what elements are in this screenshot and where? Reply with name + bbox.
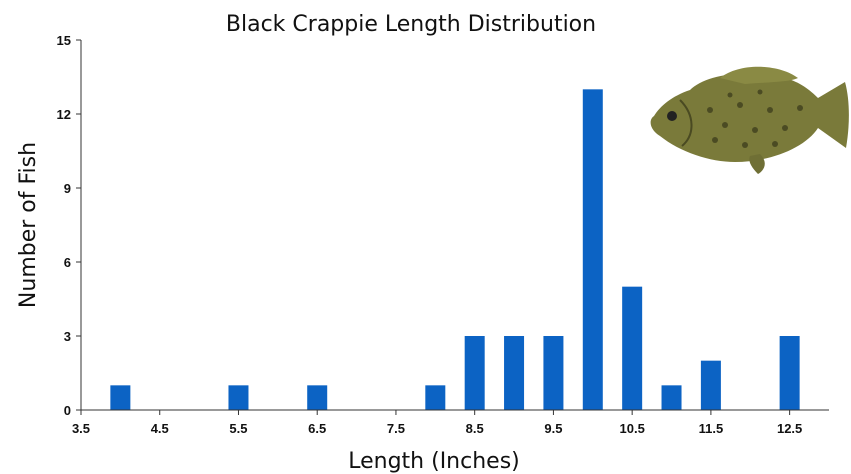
x-tick-label: 7.5 bbox=[387, 421, 405, 436]
bar bbox=[307, 385, 328, 410]
y-tick-label: 6 bbox=[64, 255, 71, 270]
x-tick-label: 9.5 bbox=[544, 421, 562, 436]
bar bbox=[110, 385, 131, 410]
y-tick-label: 15 bbox=[57, 33, 71, 48]
x-tick-label: 10.5 bbox=[620, 421, 645, 436]
x-tick-label: 8.5 bbox=[466, 421, 484, 436]
x-tick-label: 4.5 bbox=[151, 421, 169, 436]
y-tick-label: 12 bbox=[57, 107, 71, 122]
x-tick-label: 6.5 bbox=[308, 421, 326, 436]
y-tick-label: 0 bbox=[64, 403, 71, 418]
x-tick-label: 11.5 bbox=[699, 421, 724, 436]
bar bbox=[700, 360, 721, 410]
bar bbox=[622, 286, 643, 410]
plot-area bbox=[110, 89, 800, 410]
x-tick-label: 3.5 bbox=[72, 421, 90, 436]
bar bbox=[779, 336, 800, 410]
x-tick-label: 12.5 bbox=[777, 421, 802, 436]
bar bbox=[228, 385, 249, 410]
bar bbox=[504, 336, 525, 410]
bar bbox=[543, 336, 564, 410]
y-tick-label: 3 bbox=[64, 329, 71, 344]
black-crappie-fish-icon bbox=[650, 66, 849, 174]
x-axis-title: Length (Inches) bbox=[348, 449, 520, 474]
chart-title: Black Crappie Length Distribution bbox=[226, 12, 596, 37]
bar bbox=[582, 89, 603, 410]
x-tick-label: 5.5 bbox=[229, 421, 247, 436]
bar bbox=[661, 385, 682, 410]
bar bbox=[425, 385, 446, 410]
bar bbox=[464, 336, 485, 410]
y-axis-title: Number of Fish bbox=[16, 142, 41, 308]
y-tick-label: 9 bbox=[64, 181, 71, 196]
